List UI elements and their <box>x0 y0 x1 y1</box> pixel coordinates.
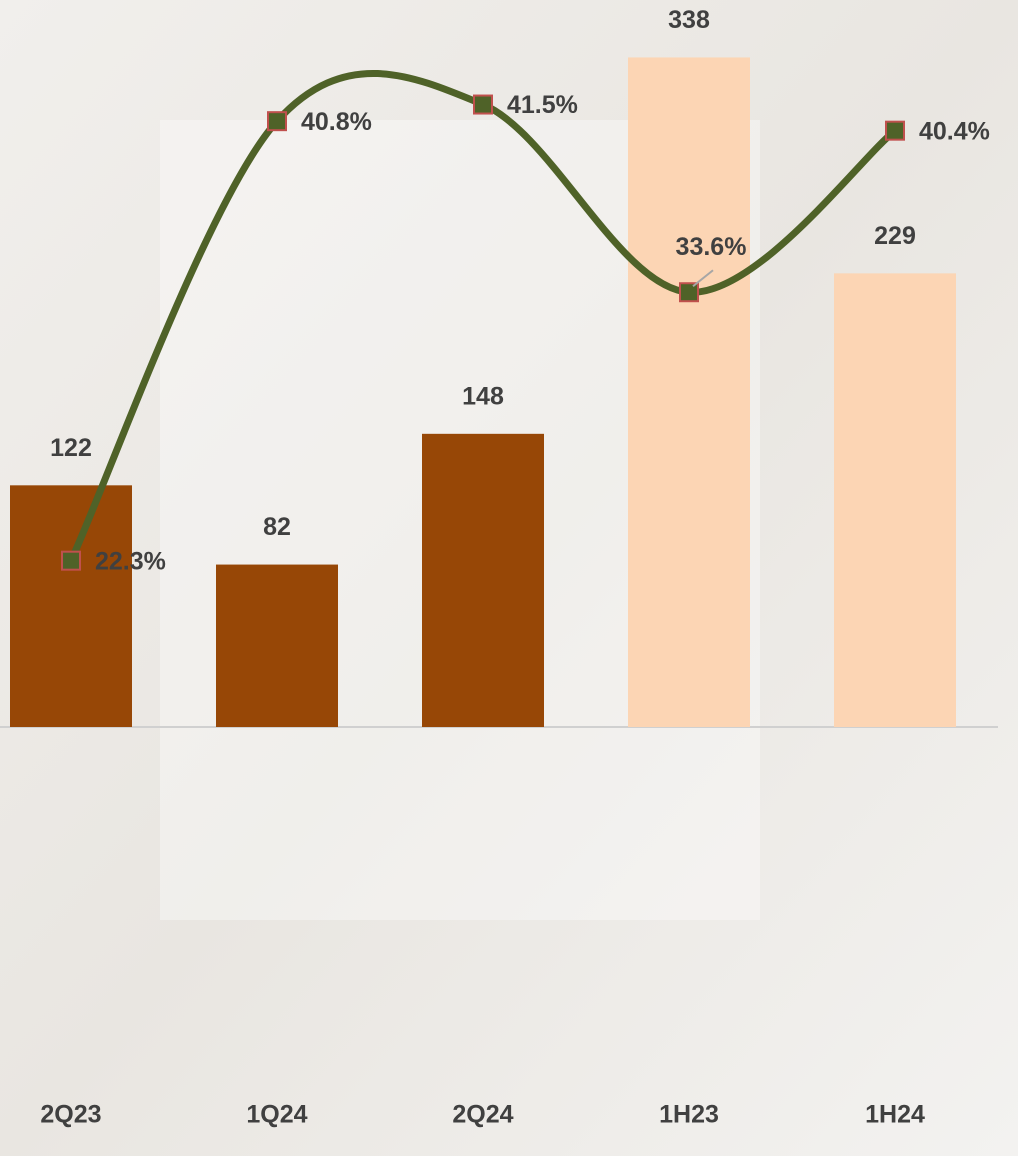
line <box>67 70 898 563</box>
line-marker <box>473 94 493 115</box>
bar-value-label: 122 <box>50 434 92 462</box>
bar-value-label: 82 <box>263 513 291 541</box>
bar-value-label: 338 <box>668 6 710 34</box>
line-value-label: 40.8% <box>301 108 372 136</box>
bar <box>628 57 750 728</box>
x-tick-label: 1H24 <box>865 1101 925 1129</box>
line-marker <box>679 282 699 303</box>
line-value-label: 22.3% <box>95 547 166 575</box>
line-value-label: 33.6% <box>676 233 747 261</box>
x-tick-label: 2Q23 <box>40 1101 101 1129</box>
line-marker <box>61 550 81 571</box>
bar <box>422 433 544 727</box>
x-tick-label: 1H23 <box>659 1101 719 1129</box>
x-tick-label: 1Q24 <box>246 1101 307 1129</box>
bar <box>834 273 956 727</box>
bar <box>216 564 338 727</box>
leader-line <box>692 269 714 288</box>
x-tick-label: 2Q24 <box>452 1101 513 1129</box>
line-value-label: 41.5% <box>507 91 578 119</box>
line-marker <box>267 111 287 132</box>
bar <box>10 485 132 727</box>
line-value-label: 40.4% <box>919 117 990 145</box>
line-marker <box>885 120 905 141</box>
bar-value-label: 148 <box>462 382 504 410</box>
bar-value-label: 229 <box>874 222 916 250</box>
